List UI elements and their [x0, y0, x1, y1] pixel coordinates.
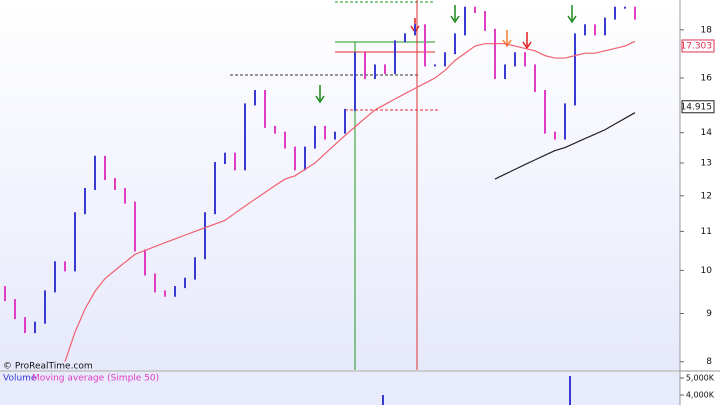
ohlc-bar: [214, 162, 216, 215]
volume-panel: [0, 372, 680, 405]
volume-tick-label: 4,000K: [686, 391, 715, 400]
ohlc-bar: [494, 28, 496, 80]
ohlc-bar: [284, 131, 286, 149]
y-tick-label: 18: [701, 25, 713, 35]
ohlc-bar: [304, 146, 306, 171]
price-label: 14.915: [681, 102, 713, 112]
moving-average-line: [64, 40, 636, 362]
ohlc-bar: [124, 188, 126, 204]
ohlc-bar: [504, 64, 506, 80]
y-tick-label: 14: [701, 128, 713, 138]
ohlc-bar: [464, 6, 466, 36]
watermark: © ProRealTime.com: [3, 362, 93, 372]
ohlc-bar: [534, 64, 536, 93]
ohlc-bar: [374, 64, 376, 80]
indicator-label: Moving average (Simple 50): [32, 374, 159, 384]
price-label-box: [681, 39, 715, 53]
ohlc-bar: [444, 52, 446, 67]
ohlc-bar: [554, 131, 556, 140]
ohlc-bar: [274, 125, 276, 134]
ohlc-bar: [234, 152, 236, 171]
ohlc-bar: [454, 33, 456, 55]
y-tick-label: 12: [701, 191, 712, 201]
ohlc-bar: [334, 131, 336, 140]
ohlc-bar: [264, 90, 266, 128]
ohlc-bar: [574, 33, 576, 106]
volume-label: Volume: [3, 374, 37, 384]
ohlc-bar: [54, 261, 56, 293]
ohlc-bar: [624, 6, 626, 9]
ohlc-bar: [144, 249, 146, 276]
ohlc-bar: [394, 40, 396, 74]
price-panel: [0, 0, 680, 370]
volume-tick-label: 5,000K: [686, 374, 715, 383]
ohlc-bar: [434, 64, 436, 67]
ohlc-bar: [514, 52, 516, 67]
price-label-box: [681, 100, 715, 114]
ohlc-bar: [314, 125, 316, 149]
ohlc-bar: [484, 11, 486, 31]
ohlc-bar: [354, 52, 356, 111]
ohlc-bar: [604, 17, 606, 36]
ohlc-bar: [244, 103, 246, 171]
ohlc-bar: [14, 299, 16, 320]
ohlc-bar: [114, 178, 116, 191]
ohlc-bar: [634, 6, 636, 20]
ohlc-bar: [34, 321, 36, 334]
ohlc-bar: [594, 24, 596, 36]
ohlc-bar: [184, 277, 186, 289]
price-label: 17.303: [681, 41, 713, 51]
ohlc-bar: [84, 188, 86, 215]
ohlc-bar: [24, 317, 26, 334]
ohlc-bar: [564, 103, 566, 140]
ohlc-bar: [384, 64, 386, 74]
ohlc-bar: [404, 33, 406, 43]
y-tick-label: 8: [706, 357, 712, 367]
ohlc-bar: [64, 261, 66, 272]
ohlc-bar: [474, 6, 476, 14]
ohlc-bar: [74, 212, 76, 272]
ohlc-bar: [4, 286, 6, 302]
y-tick-label: 13: [701, 159, 712, 169]
ohlc-bar: [194, 257, 196, 280]
ohlc-bar: [584, 24, 586, 36]
ohlc-bar: [294, 146, 296, 171]
ohlc-bar: [614, 6, 616, 20]
moving-average-line: [494, 112, 636, 180]
ohlc-bar: [204, 212, 206, 260]
ohlc-bar: [44, 290, 46, 324]
y-tick-label: 9: [706, 309, 712, 319]
ohlc-bar: [134, 201, 136, 252]
y-tick-label: 10: [701, 266, 713, 276]
y-tick-label: 11: [701, 227, 712, 237]
ohlc-bar: [254, 90, 256, 106]
ohlc-bar: [344, 108, 346, 134]
ohlc-bar: [364, 52, 366, 80]
ohlc-bar: [224, 152, 226, 165]
ohlc-bar: [174, 286, 176, 297]
ohlc-bar: [154, 273, 156, 293]
ohlc-bar: [324, 125, 326, 140]
ohlc-bar: [424, 24, 426, 67]
y-tick-label: 16: [701, 74, 713, 84]
ohlc-bar: [94, 155, 96, 191]
ohlc-bar: [524, 52, 526, 67]
ohlc-bar: [164, 290, 166, 297]
annotations: [230, 0, 577, 405]
ohlc-bar: [544, 90, 546, 134]
ohlc-bar: [414, 24, 416, 36]
ohlc-bar: [104, 155, 106, 181]
